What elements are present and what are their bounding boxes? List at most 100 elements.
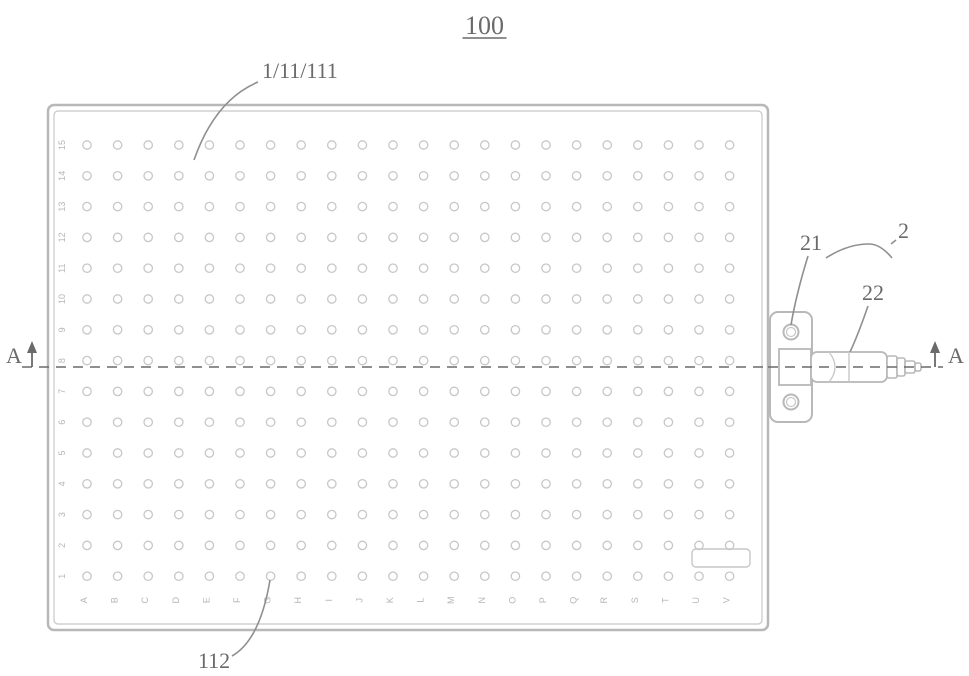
grid-hole [725, 572, 733, 580]
grid-hole [328, 572, 336, 580]
grid-hole [113, 295, 121, 303]
grid-hole [542, 541, 550, 549]
grid-hole [175, 264, 183, 272]
grid-hole [542, 233, 550, 241]
grid-hole [83, 295, 91, 303]
grid-hole [144, 264, 152, 272]
section-arrow-left-head [27, 341, 37, 353]
grid-hole [572, 572, 580, 580]
grid-hole [113, 387, 121, 395]
row-number: 14 [57, 171, 67, 181]
grid-hole [603, 387, 611, 395]
grid-hole [695, 356, 703, 364]
hole-grid [83, 141, 734, 581]
grid-hole [297, 326, 305, 334]
grid-hole [205, 449, 213, 457]
grid-hole [419, 172, 427, 180]
grid-hole [603, 541, 611, 549]
grid-hole [205, 510, 213, 518]
grid-hole [603, 202, 611, 210]
grid-hole [695, 202, 703, 210]
grid-hole [297, 356, 305, 364]
grid-hole [175, 572, 183, 580]
col-letter: R [599, 596, 609, 603]
grid-hole [266, 172, 274, 180]
grid-hole [175, 202, 183, 210]
grid-hole [634, 264, 642, 272]
grid-hole [297, 387, 305, 395]
grid-hole [83, 202, 91, 210]
col-letter: A [79, 597, 89, 603]
grid-hole [450, 541, 458, 549]
grid-hole [83, 264, 91, 272]
row-number: 13 [57, 202, 67, 212]
grid-hole [603, 264, 611, 272]
grid-hole [695, 572, 703, 580]
grid-hole [634, 326, 642, 334]
grid-hole [511, 356, 519, 364]
col-letter: H [293, 597, 303, 604]
grid-hole [511, 387, 519, 395]
grid-hole [83, 418, 91, 426]
grid-hole [511, 541, 519, 549]
grid-hole [266, 387, 274, 395]
callout-hole: 112 [198, 648, 230, 673]
grid-hole [236, 572, 244, 580]
grid-hole [419, 387, 427, 395]
grid-hole [389, 295, 397, 303]
grid-hole [450, 387, 458, 395]
callout-plate: 1/11/111 [262, 58, 338, 83]
grid-hole [634, 141, 642, 149]
col-letter: D [171, 596, 181, 603]
grid-hole [481, 541, 489, 549]
grid-hole [236, 418, 244, 426]
grid-hole [144, 510, 152, 518]
grid-hole [175, 172, 183, 180]
grid-hole [113, 572, 121, 580]
grid-hole [664, 141, 672, 149]
grid-hole [695, 141, 703, 149]
grid-hole [266, 202, 274, 210]
grid-hole [358, 202, 366, 210]
grid-hole [450, 264, 458, 272]
grid-hole [236, 233, 244, 241]
grid-hole [481, 387, 489, 395]
grid-hole [634, 449, 642, 457]
grid-hole [511, 172, 519, 180]
grid-hole [603, 418, 611, 426]
grid-hole [328, 141, 336, 149]
grid-hole [175, 233, 183, 241]
grid-hole [236, 295, 244, 303]
grid-hole [236, 264, 244, 272]
grid-hole [664, 541, 672, 549]
grid-hole [450, 418, 458, 426]
grid-hole [205, 418, 213, 426]
callout-barrel: 22 [862, 280, 884, 305]
grid-hole [725, 172, 733, 180]
grid-hole [205, 141, 213, 149]
grid-hole [358, 418, 366, 426]
grid-hole [144, 295, 152, 303]
grid-hole [266, 510, 274, 518]
row-number: 12 [57, 232, 67, 242]
leader-line [850, 306, 868, 352]
grid-hole [205, 387, 213, 395]
grid-hole [328, 295, 336, 303]
grid-hole [695, 480, 703, 488]
grid-hole [144, 233, 152, 241]
grid-hole [328, 264, 336, 272]
grid-hole [328, 233, 336, 241]
grid-hole [450, 326, 458, 334]
grid-hole [113, 202, 121, 210]
section-label-left: A [6, 343, 22, 368]
callout-screw: 21 [800, 230, 822, 255]
grid-hole [725, 141, 733, 149]
col-letter: J [354, 598, 364, 603]
grid-hole [266, 141, 274, 149]
grid-hole [389, 141, 397, 149]
grid-hole [297, 295, 305, 303]
row-number: 4 [57, 481, 67, 486]
col-letter: Q [569, 597, 579, 604]
grid-hole [358, 295, 366, 303]
grid-hole [266, 326, 274, 334]
